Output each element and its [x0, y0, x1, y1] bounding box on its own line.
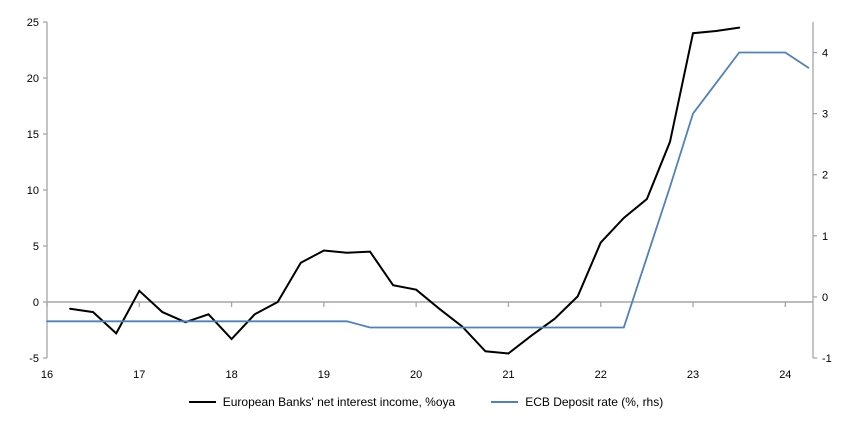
net-interest-income-line-swatch [188, 401, 216, 403]
x-axis-tick-label: 18 [225, 369, 237, 381]
x-axis: 16 17 18 19 20 21 22 23 24 [41, 301, 813, 381]
series-line-1 [46, 51, 810, 329]
x-axis-tick-label: 22 [595, 369, 607, 381]
right-axis-tick-label: 3 [822, 109, 828, 121]
right-axis-tick-label: 1 [822, 231, 828, 243]
left-axis-tick-label: 25 [27, 17, 39, 29]
legend-item-ecb-deposit-rate: ECB Deposit rate (%, rhs) [491, 395, 663, 409]
left-axis-tick-label: 0 [33, 297, 39, 309]
legend-item-net-interest-income: European Banks' net interest income, %oy… [188, 395, 456, 409]
chart-legend: European Banks' net interest income, %oy… [0, 395, 852, 409]
right-axis-tick-label: 4 [822, 48, 828, 60]
left-axis-tick-label: -5 [29, 353, 39, 365]
right-axis: 4 3 2 1 0 -1 [812, 22, 832, 365]
x-axis-tick-label: 24 [779, 369, 791, 381]
series-line-0 [69, 26, 741, 355]
x-axis-tick-label: 19 [318, 369, 330, 381]
x-axis-tick-label: 23 [687, 369, 699, 381]
left-axis-tick-label: 5 [33, 241, 39, 253]
right-axis-tick-label: 2 [822, 170, 828, 182]
x-axis-tick-label: 20 [410, 369, 422, 381]
left-axis-tick-label: 20 [27, 73, 39, 85]
right-axis-tick-label: -1 [822, 353, 832, 365]
left-axis: 25 20 15 10 5 0 -5 [27, 17, 48, 365]
x-axis-tick-label: 17 [133, 369, 145, 381]
left-axis-tick-label: 10 [27, 185, 39, 197]
net-interest-income-legend-label: European Banks' net interest income, %oy… [222, 395, 456, 409]
ecb-deposit-rate-line-swatch [491, 401, 519, 403]
ecb-deposit-rate-legend-label: ECB Deposit rate (%, rhs) [525, 395, 664, 409]
x-axis-tick-label: 16 [41, 369, 53, 381]
x-axis-tick-label: 21 [502, 369, 514, 381]
left-axis-tick-label: 15 [27, 129, 39, 141]
right-axis-tick-label: 0 [822, 292, 828, 304]
